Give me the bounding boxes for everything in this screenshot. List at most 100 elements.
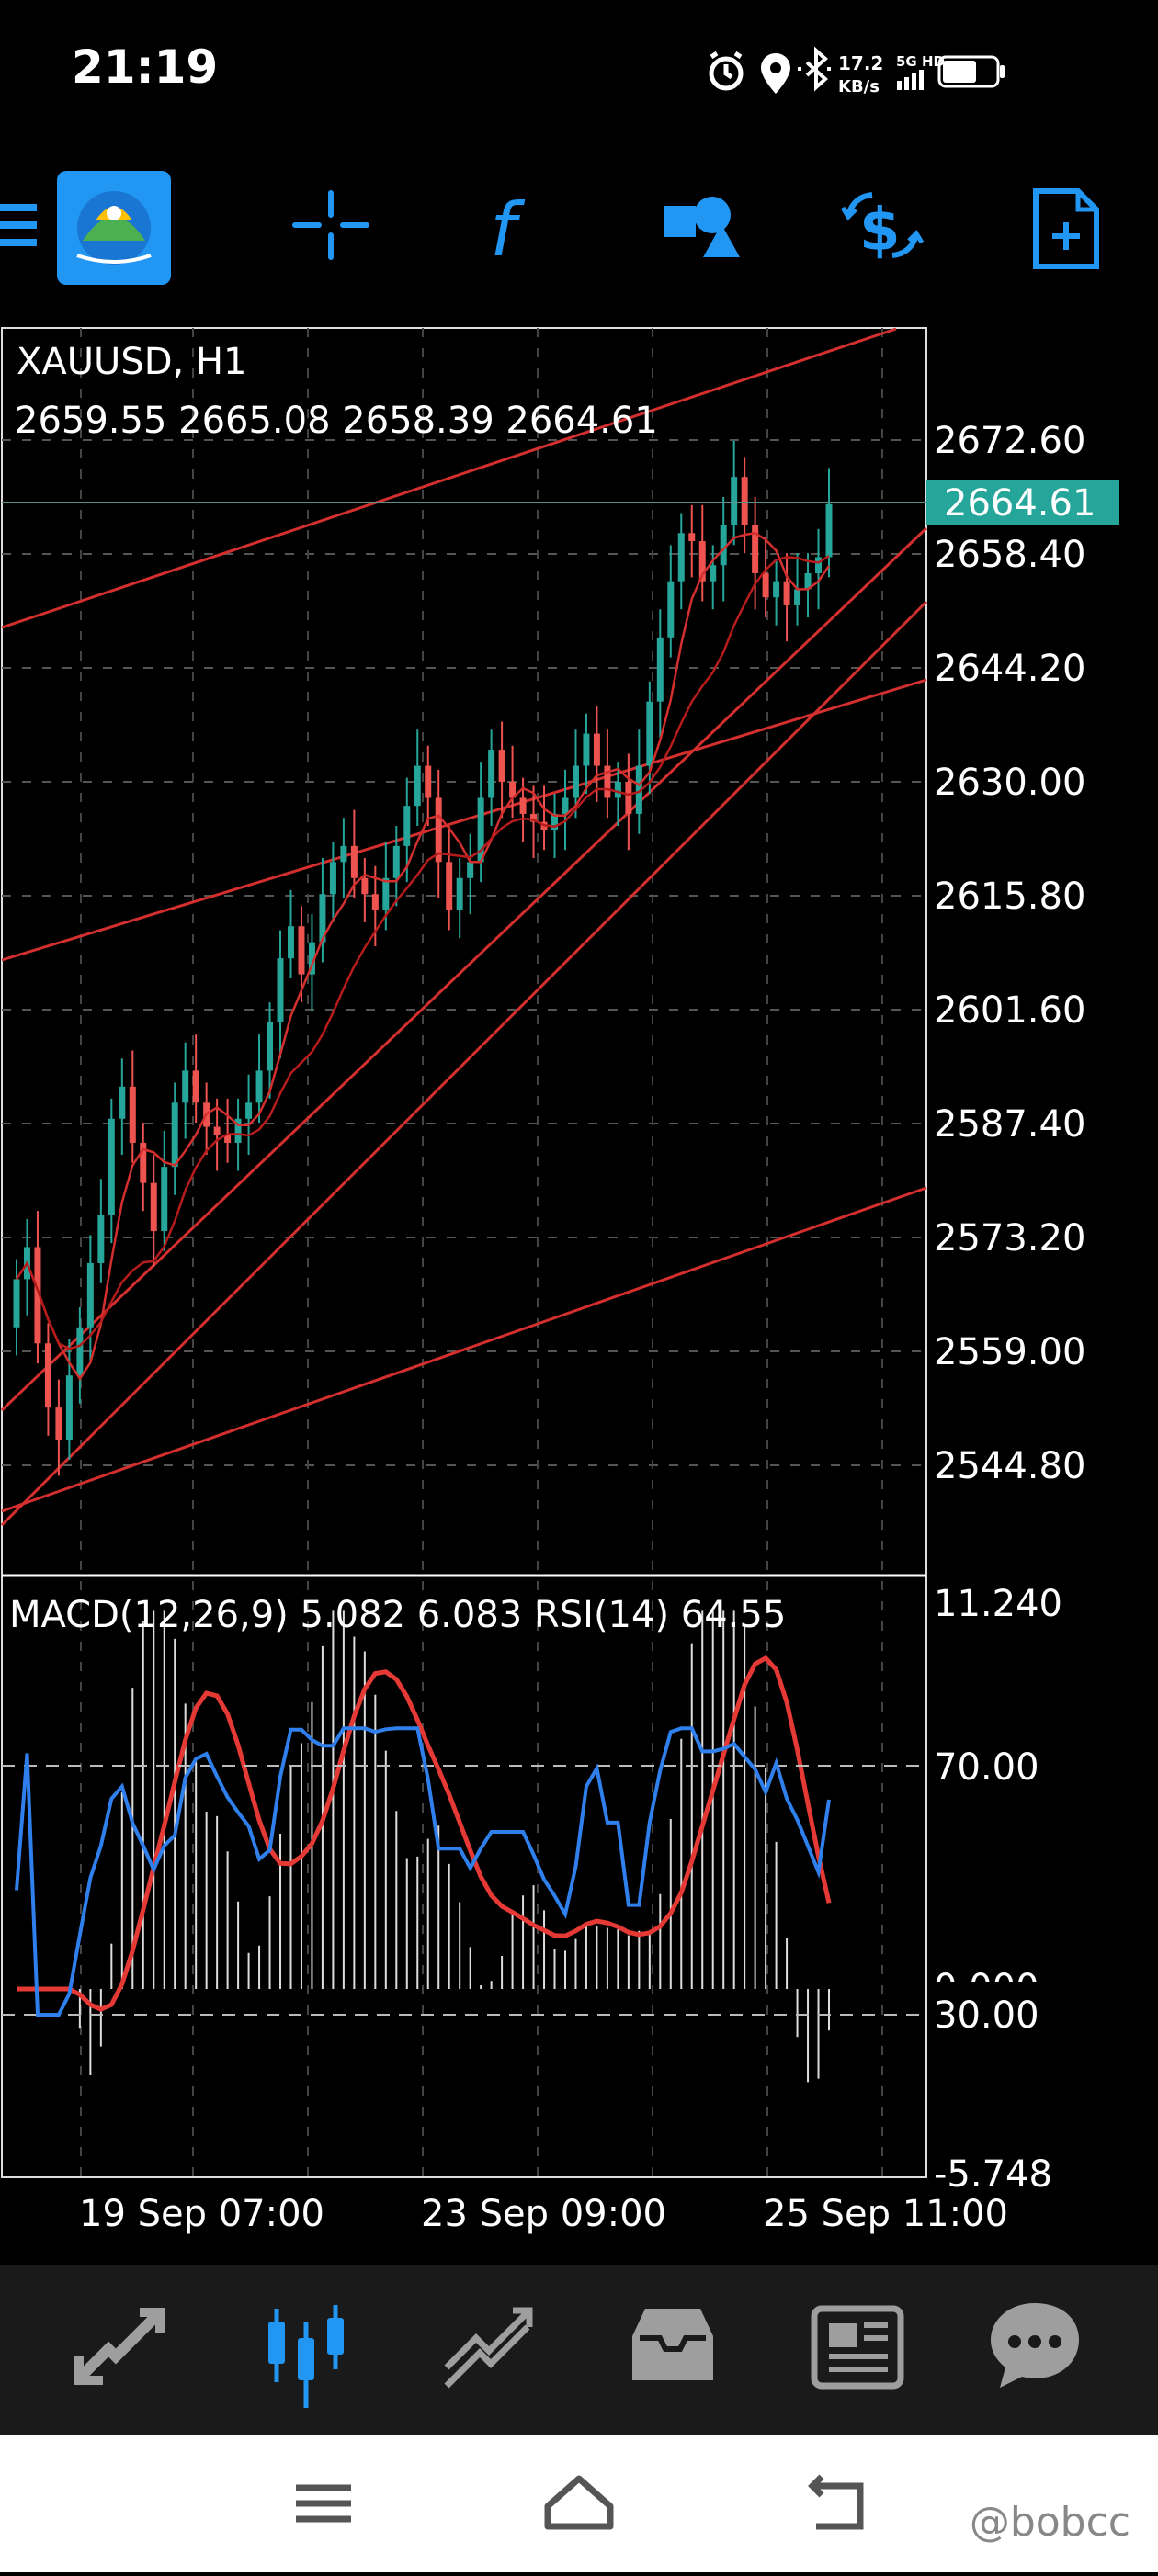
time-axis: 19 Sep 07:00 23 Sep 09:00 25 Sep 11:00 — [0, 2193, 1158, 2265]
candle-body — [182, 1070, 189, 1103]
candle-body — [340, 845, 347, 863]
trend-icon — [444, 2307, 533, 2389]
time-tick-3: 25 Sep 11:00 — [763, 2193, 1008, 2235]
candle-body — [129, 1086, 136, 1143]
indicator-pane — [2, 1610, 926, 2083]
candle-body — [150, 1182, 157, 1232]
trendline — [0, 600, 928, 1527]
candle-body — [414, 765, 421, 807]
candle-body — [667, 581, 675, 638]
new-order-button[interactable] — [1006, 156, 1126, 294]
candle-body — [698, 541, 706, 582]
indicators-button[interactable]: f — [455, 156, 574, 294]
candle-body — [435, 797, 442, 863]
candle-body — [13, 1279, 20, 1328]
metatrader-logo — [57, 171, 171, 285]
rsi-line — [15, 1726, 831, 2017]
candle-body — [467, 862, 474, 878]
chart-canvas[interactable]: XAUUSD, H1 2659.55 2665.08 2658.39 2664.… — [0, 326, 1158, 2200]
bottom-navigation — [0, 2265, 1158, 2435]
price-tick-label: 2658.40 — [934, 534, 1085, 576]
status-icons: 17.2 KB/s 5G HD — [709, 46, 1005, 96]
candle-body — [245, 1102, 253, 1119]
bluetooth-icon — [798, 46, 831, 92]
ohlc-label: 2659.55 2665.08 2658.39 2664.61 — [15, 400, 658, 442]
candle-body — [277, 958, 284, 1022]
candle-body — [688, 533, 696, 542]
price-tick-label: 2587.40 — [934, 1103, 1085, 1146]
menu-lines-icon — [296, 2484, 351, 2523]
candle-body — [773, 581, 780, 598]
candle-body — [371, 894, 379, 910]
candle-body — [55, 1407, 62, 1441]
price-axis: 2672.60 2658.40 2644.20 2630.00 2615.80 2601.… — [934, 420, 1085, 1487]
candle-body — [635, 765, 642, 814]
indicator-tick-70: 70.00 — [934, 1746, 1039, 1789]
crosshair-button[interactable] — [271, 156, 391, 294]
indicator-frame — [1, 1575, 927, 2178]
chart-panel[interactable]: XAUUSD, H1 2659.55 2665.08 2658.39 2664.… — [0, 326, 1158, 2235]
inbox-icon — [632, 2309, 713, 2380]
nav-chart[interactable] — [241, 2265, 369, 2435]
candle-body — [86, 1262, 94, 1328]
candle-body — [234, 1118, 242, 1143]
nav-quotes[interactable] — [55, 2265, 184, 2435]
home-button[interactable] — [515, 2435, 643, 2572]
dollar-trade-icon: $ — [840, 192, 925, 265]
candle-body — [171, 1102, 178, 1168]
candle-body — [425, 765, 432, 798]
candle-body — [456, 877, 463, 910]
candle-body — [361, 877, 369, 895]
signal-icon — [897, 70, 924, 90]
candle-body — [34, 1247, 41, 1344]
candle-body — [329, 862, 336, 895]
candle-body — [65, 1375, 73, 1441]
current-price-tag — [926, 480, 1119, 525]
candle-body — [762, 572, 769, 598]
candle-body — [509, 782, 517, 798]
candle-body — [572, 765, 579, 798]
nav-messages[interactable] — [971, 2265, 1099, 2435]
candle-body — [604, 765, 611, 798]
candle-body — [783, 581, 790, 605]
indicator-tick-bottom: -5.748 — [934, 2153, 1052, 2196]
trendline — [1, 327, 897, 629]
home-icon — [544, 2475, 614, 2530]
quotes-arrows-icon — [74, 2308, 165, 2385]
menu-button[interactable] — [0, 156, 46, 294]
candle-body — [731, 477, 738, 525]
recent-apps-button[interactable] — [259, 2435, 388, 2572]
function-icon: f — [490, 187, 526, 273]
nav-history[interactable] — [608, 2265, 737, 2435]
objects-button[interactable] — [639, 156, 758, 294]
candle-body — [815, 557, 823, 573]
candle-body — [794, 589, 801, 605]
location-icon — [761, 53, 790, 94]
svg-text:f: f — [490, 187, 526, 273]
candle-body — [382, 877, 390, 910]
battery-icon — [937, 55, 1005, 88]
metatrader-button[interactable] — [55, 156, 175, 294]
chart-grid — [2, 328, 926, 2177]
nav-news[interactable] — [792, 2265, 921, 2435]
indicator-tick-30: 30.00 — [934, 1994, 1039, 2037]
candle-body — [97, 1215, 105, 1263]
price-tick-label: 2573.20 — [934, 1217, 1085, 1260]
net-speed-value: 17.2 — [838, 52, 883, 74]
trendlines — [0, 327, 928, 1527]
candle-body — [530, 813, 538, 822]
chat-icon — [991, 2303, 1079, 2388]
moving-average-line — [15, 555, 830, 1350]
macd-signal-line — [17, 1655, 832, 2012]
back-button[interactable] — [774, 2435, 903, 2572]
candle-body — [446, 862, 453, 910]
candle-body — [488, 750, 495, 798]
trendline — [1, 678, 927, 962]
net-type: 5G HD — [896, 53, 945, 70]
candle-body — [161, 1167, 168, 1232]
candle-body — [804, 572, 812, 590]
trade-button[interactable]: $ — [823, 156, 942, 294]
candles — [13, 440, 833, 1476]
nav-trade[interactable] — [425, 2265, 553, 2435]
candle-body — [583, 733, 590, 766]
